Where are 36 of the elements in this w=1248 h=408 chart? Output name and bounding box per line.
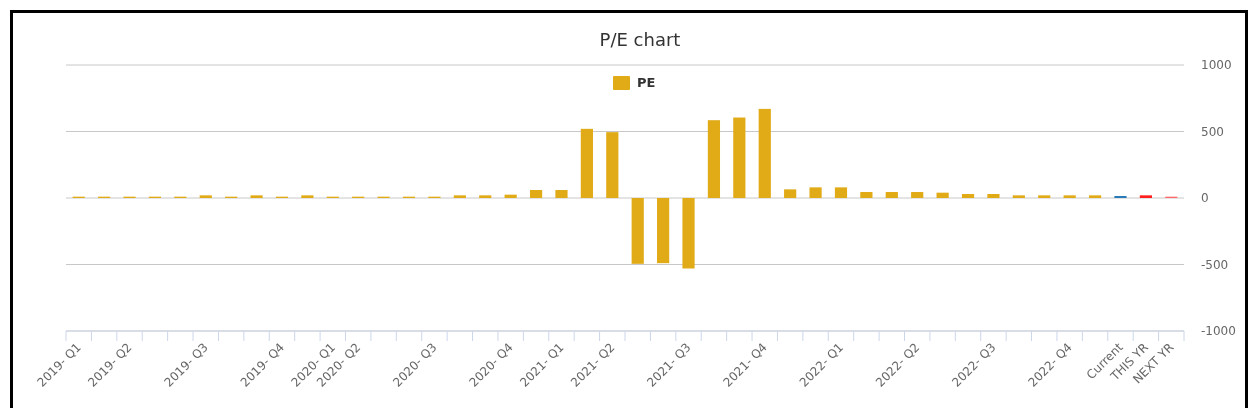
bar [1063,195,1076,198]
bar [529,190,543,198]
bar [631,198,644,264]
bar [606,132,619,198]
bar [199,195,212,198]
bar [860,192,873,198]
bar [555,190,568,198]
bar [682,198,695,269]
y-tick-label: 0 [1201,190,1209,205]
legend-label: PE [637,74,656,90]
bar [784,189,797,198]
bar [987,194,1000,198]
y-tick-label: 1000 [1201,57,1232,72]
y-tick-label: 500 [1201,124,1224,138]
bar [733,117,746,198]
bar [479,195,492,198]
bar [1088,195,1102,198]
bar [1139,195,1152,198]
bar [707,120,721,198]
bar [250,195,263,198]
bar [453,195,466,198]
bar [580,128,593,198]
bar [911,192,924,198]
bar [758,108,771,198]
bar [936,192,949,198]
chart-title: P/E chart [599,29,681,50]
bar [809,187,822,198]
bar [885,192,898,198]
y-tick-label: -500 [1201,257,1229,271]
bar [961,194,975,198]
bar [834,187,848,198]
bar [1038,195,1051,198]
bar [301,195,314,198]
y-tick-label: -1000 [1201,323,1236,338]
bar [1012,195,1025,198]
bar [657,198,670,264]
